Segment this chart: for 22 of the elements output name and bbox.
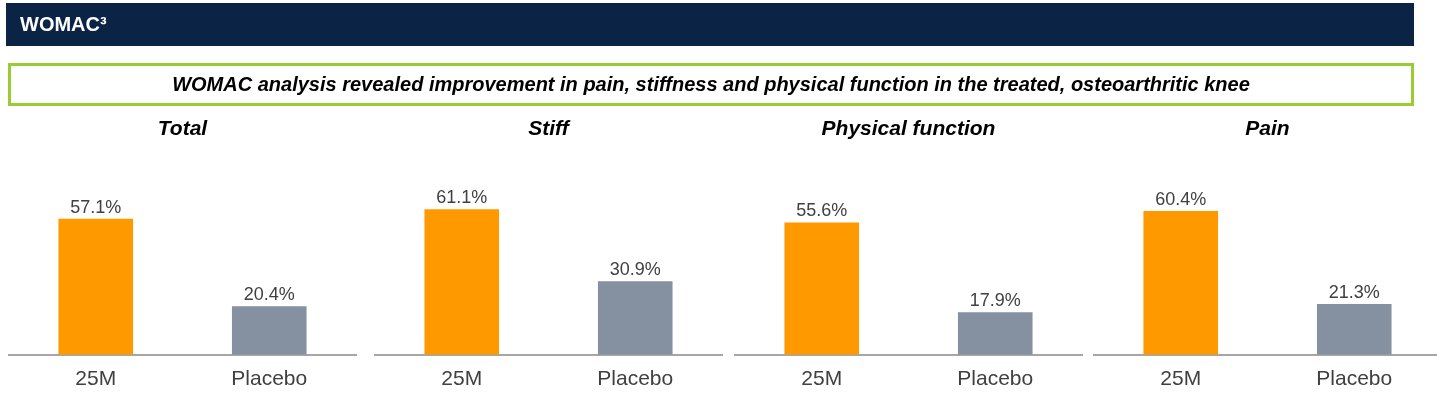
text: WOMAC³ <box>6 3 1414 46</box>
chart-title: Stiff <box>528 116 571 140</box>
x-tick-label: Placebo <box>597 366 674 390</box>
data-label: 57.1% <box>70 196 122 217</box>
x-tick-label: Placebo <box>231 366 308 390</box>
data-label: 20.4% <box>243 284 295 305</box>
data-label: 17.9% <box>969 290 1021 311</box>
x-tick-label: Placebo <box>1316 366 1392 390</box>
chart-title: Physical function <box>821 116 995 140</box>
data-label: 55.6% <box>795 200 847 221</box>
x-tick-label: 25M <box>441 366 483 390</box>
data-label: 61.1% <box>436 187 488 208</box>
x-tick-label: Placebo <box>956 366 1033 390</box>
x-tick-label: 25M <box>800 366 842 390</box>
chart-title: Total <box>157 116 209 140</box>
data-label: 30.9% <box>609 259 662 280</box>
x-tick-label: 25M <box>75 366 117 390</box>
chart-title: Pain <box>1245 116 1290 140</box>
data-label: 60.4% <box>1154 188 1207 209</box>
text: WOMAC analysis revealed improvement in pain, stiffness and physical function in the treated, osteoarthritic knee <box>8 63 1414 106</box>
data-label: 21.3% <box>1328 282 1380 303</box>
x-tick-label: 25M <box>1160 366 1201 390</box>
